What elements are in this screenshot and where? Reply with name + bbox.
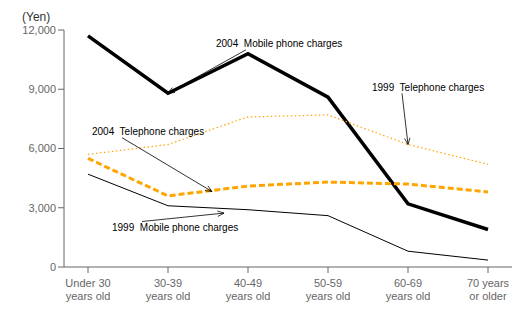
svg-text:30-39years old: 30-39years old	[146, 277, 191, 302]
svg-text:1999 Mobile phone charges: 1999 Mobile phone charges	[112, 222, 238, 233]
svg-text:3,000: 3,000	[28, 202, 56, 214]
svg-text:6,000: 6,000	[28, 142, 56, 154]
svg-text:40-49years old: 40-49years old	[226, 277, 271, 302]
svg-text:70 yearsor older: 70 yearsor older	[467, 277, 510, 302]
svg-text:Under 30years old: Under 30years old	[65, 277, 110, 302]
svg-text:12,000: 12,000	[22, 24, 56, 36]
svg-text:2004 Mobile phone charges: 2004 Mobile phone charges	[216, 38, 342, 49]
svg-text:9,000: 9,000	[28, 83, 56, 95]
svg-text:1999 Telephone charges: 1999 Telephone charges	[372, 82, 484, 93]
svg-text:60-69years old: 60-69years old	[386, 277, 431, 302]
svg-text:2004 Telephone charges: 2004 Telephone charges	[92, 126, 204, 137]
svg-text:50-59years old: 50-59years old	[306, 277, 351, 302]
html-text:(Yen): (Yen)	[22, 10, 51, 24]
svg-text:0: 0	[50, 261, 56, 273]
